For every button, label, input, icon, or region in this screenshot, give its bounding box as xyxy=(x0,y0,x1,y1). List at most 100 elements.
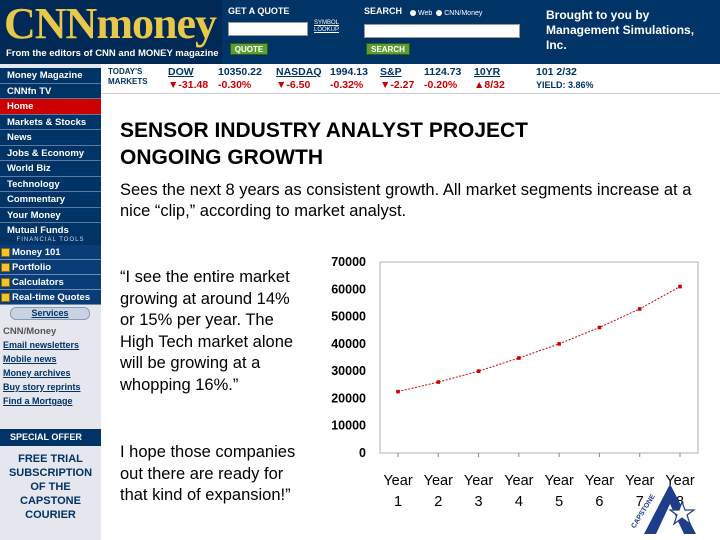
y-tick-label: 40000 xyxy=(331,337,366,351)
ticker-yield: YIELD: 3.86% xyxy=(536,80,594,90)
ticker-symbol[interactable]: NASDAQ xyxy=(276,66,322,78)
ticker-10yr-values: 101 2/32 YIELD: 3.86% xyxy=(536,66,594,92)
nav-cnnfn-tv[interactable]: CNNfn TV xyxy=(0,83,101,99)
special-offer-banner[interactable]: SPECIAL OFFER xyxy=(0,429,101,446)
ticker-change: ▼-2.27 xyxy=(380,79,415,91)
search-scope-options: Web CNN/Money xyxy=(408,10,482,17)
free-trial-promo[interactable]: FREE TRIAL SUBSCRIPTION OF THE CAPSTONE … xyxy=(0,452,101,522)
trial-line: FREE TRIAL xyxy=(18,453,83,465)
financial-tools-label: FINANCIAL TOOLS xyxy=(0,236,101,245)
search-input[interactable] xyxy=(364,24,520,38)
y-tick-label: 60000 xyxy=(331,282,366,296)
growth-line-chart: 0 10000 20000 30000 40000 50000 60000 70000 Yea… xyxy=(331,255,699,510)
ticker-price: 1124.73 xyxy=(424,66,462,78)
tool-money-101[interactable]: Money 101 xyxy=(0,245,101,260)
ticker-price: 10350.22 xyxy=(218,66,262,78)
ticker-price: 1994.13 xyxy=(330,66,368,78)
symbol-lookup-link[interactable]: SYMBOL LOOKUP xyxy=(314,20,340,33)
plot-area xyxy=(379,261,699,454)
trial-line: SUBSCRIPTION xyxy=(8,467,93,479)
nav-jobs-economy[interactable]: Jobs & Economy xyxy=(0,145,101,161)
nav-money-magazine[interactable]: Money Magazine xyxy=(0,68,101,84)
title-line-2: ONGOING GROWTH xyxy=(120,146,323,169)
search-button[interactable]: SEARCH xyxy=(366,43,410,55)
nav-home[interactable]: Home xyxy=(0,99,101,115)
closing-remark: I hope those companies out there are rea… xyxy=(120,443,296,505)
trial-line: CAPSTONE xyxy=(20,495,81,507)
calculator-icon xyxy=(1,278,10,287)
services-button[interactable]: Services xyxy=(10,307,90,320)
x-tick-label: Year 8 xyxy=(665,473,694,510)
chart-axes xyxy=(379,261,699,454)
capstone-star-logo: CAPSTONE xyxy=(630,484,696,534)
search-web-label: Web xyxy=(418,10,433,17)
tool-calculators[interactable]: Calculators xyxy=(0,275,101,290)
data-point xyxy=(597,325,602,330)
article-subtitle: Sees the next 8 years as consistent grow… xyxy=(120,181,692,220)
tool-realtime-quotes[interactable]: Real-time Quotes xyxy=(0,290,101,305)
ticker-change: ▼-6.50 xyxy=(276,79,311,91)
ticker-dow[interactable]: DOW ▼-31.48 xyxy=(168,66,208,92)
data-point xyxy=(678,284,682,289)
ticker-change: ▼-31.48 xyxy=(168,79,209,91)
logo-tagline: From the editors of CNN and MONEY magazi… xyxy=(6,48,219,59)
quote-symbol-input[interactable] xyxy=(228,22,308,36)
x-tick-label: Year 6 xyxy=(585,473,614,510)
quotes-icon xyxy=(1,293,10,302)
tool-label: Portfolio xyxy=(12,262,52,273)
data-point xyxy=(637,307,642,311)
get-quote-area: GET A QUOTE SYMBOL LOOKUP QUOTE xyxy=(228,6,348,62)
ticker-sp[interactable]: S&P ▼-2.27 xyxy=(380,66,414,92)
get-quote-label: GET A QUOTE xyxy=(228,6,290,16)
nav-news[interactable]: News xyxy=(0,130,101,146)
search-area: SEARCH Web CNN/Money SEARCH xyxy=(364,6,534,62)
y-tick-label: 0 xyxy=(359,446,366,460)
ticker-10yr[interactable]: 10YR ▲8/32 xyxy=(474,66,505,92)
y-tick-label: 50000 xyxy=(331,310,366,324)
cnnmoney-logo[interactable]: CNNmoney xyxy=(4,1,217,47)
tool-portfolio[interactable]: Portfolio xyxy=(0,260,101,275)
nav-your-money[interactable]: Your Money xyxy=(0,207,101,223)
quote-button[interactable]: QUOTE xyxy=(230,43,268,55)
cnn-money-label: CNN/Money xyxy=(3,326,57,337)
market-ticker: TODAY'S MARKETS DOW ▼-31.48 10350.22 -0.… xyxy=(0,64,720,94)
ticker-nasdaq[interactable]: NASDAQ ▼-6.50 xyxy=(276,66,322,92)
ticker-pct: -0.20% xyxy=(424,79,458,91)
link-money-archives[interactable]: Money archives xyxy=(3,368,71,378)
link-email-newsletters[interactable]: Email newsletters xyxy=(3,340,80,350)
ticker-price: 101 2/32 xyxy=(536,66,577,78)
ticker-pct: -0.32% xyxy=(330,79,364,91)
link-buy-reprints[interactable]: Buy story reprints xyxy=(3,382,81,392)
search-web-radio[interactable] xyxy=(410,10,416,17)
ticker-nasdaq-values: 1994.13 -0.32% xyxy=(330,66,368,92)
x-tick-label: Year 3 xyxy=(464,473,493,510)
x-tick-label: Year 1 xyxy=(383,473,412,510)
portfolio-icon xyxy=(1,263,10,272)
y-tick-label: 20000 xyxy=(331,391,366,405)
chart-x-tick-labels: Year 1 Year 2 Year 3 Year 4 Year 5 Year 6 Year 7 Year 8 xyxy=(383,453,695,510)
nav-world-biz[interactable]: World Biz xyxy=(0,161,101,177)
ticker-symbol[interactable]: 10YR xyxy=(474,66,501,78)
y-tick-label: 10000 xyxy=(331,419,366,433)
x-tick-label: Year 4 xyxy=(504,473,533,510)
search-label: SEARCH xyxy=(364,6,403,16)
ticker-symbol[interactable]: DOW xyxy=(168,66,194,78)
ticker-symbol[interactable]: S&P xyxy=(380,66,402,78)
ticker-sp-values: 1124.73 -0.20% xyxy=(424,66,461,92)
todays-markets-label: TODAY'S MARKETS xyxy=(108,67,148,86)
chart-series xyxy=(396,284,682,394)
chart-y-tick-labels: 0 10000 20000 30000 40000 50000 60000 70000 xyxy=(331,255,366,460)
nav-markets-stocks[interactable]: Markets & Stocks xyxy=(0,114,101,130)
sponsor-text: Brought to you by Management Simulations… xyxy=(546,8,695,52)
logo-area[interactable]: CNNmoney From the editors of CNN and MON… xyxy=(0,0,222,64)
tool-label: Money 101 xyxy=(12,247,61,258)
nav-technology[interactable]: Technology xyxy=(0,176,101,192)
nav-commentary[interactable]: Commentary xyxy=(0,192,101,208)
data-point xyxy=(517,356,521,360)
search-cnn-radio[interactable] xyxy=(436,10,443,17)
link-mobile-news[interactable]: Mobile news xyxy=(3,354,57,364)
ticker-dow-values: 10350.22 -0.30% xyxy=(218,66,262,92)
link-find-mortgage[interactable]: Find a Mortgage xyxy=(3,396,73,406)
left-sidebar: Money Magazine CNNfn TV Home Markets & S… xyxy=(0,64,101,540)
money-101-icon xyxy=(1,248,10,257)
